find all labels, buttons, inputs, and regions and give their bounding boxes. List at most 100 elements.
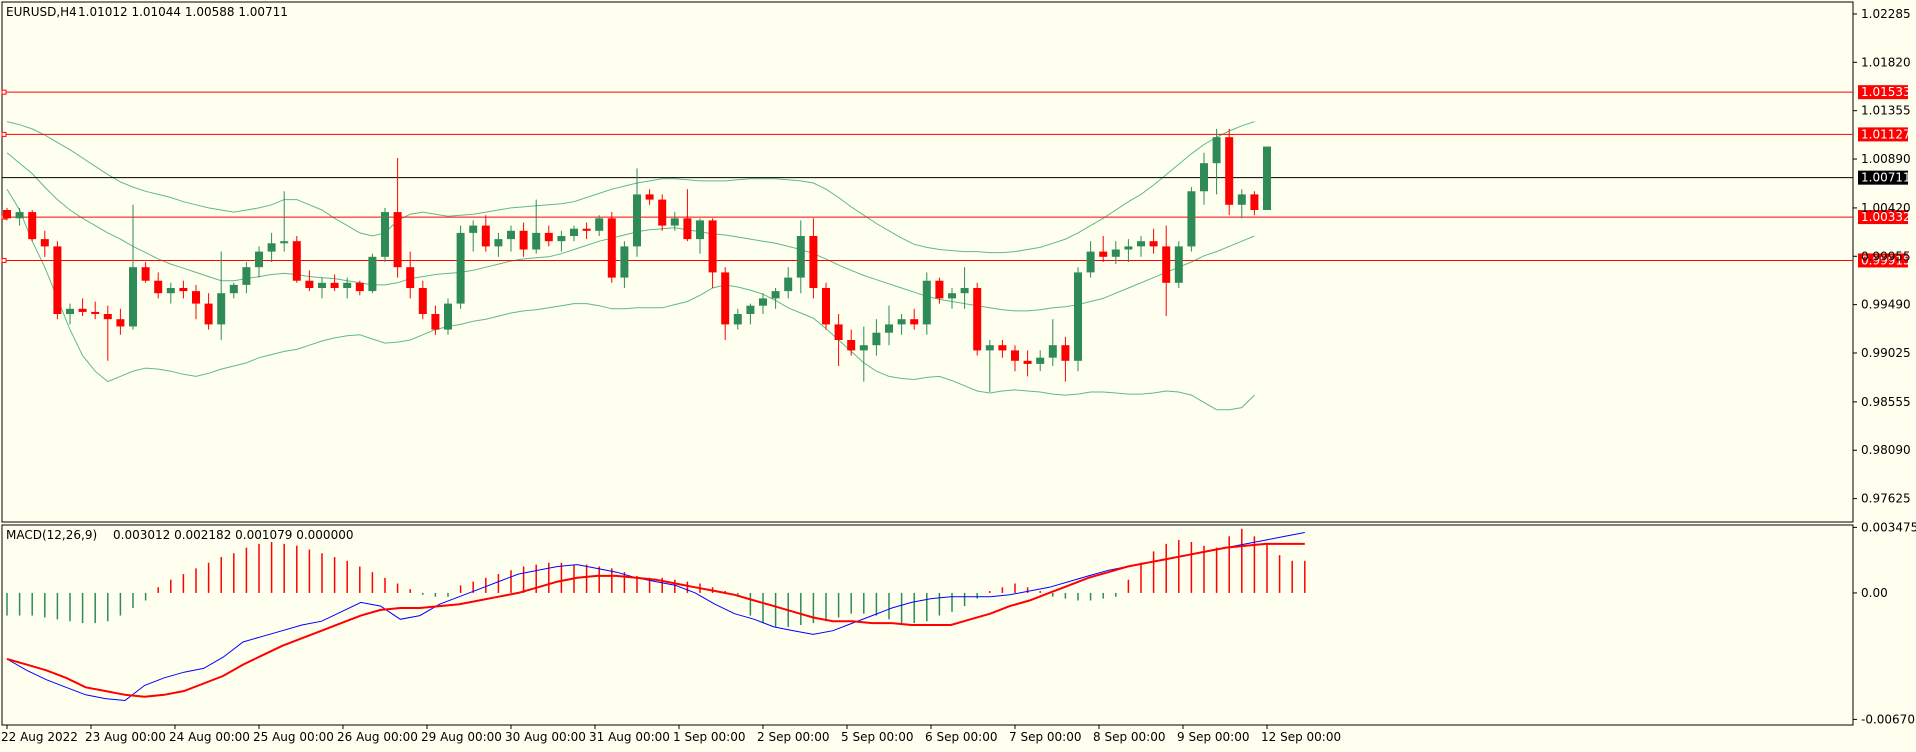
candle-body xyxy=(116,319,125,327)
price-tick-label: 0.98090 xyxy=(1861,443,1911,457)
ohlc-values: 1.01012 1.01044 1.00588 1.00711 xyxy=(78,5,288,19)
level-price-tag xyxy=(1858,210,1908,225)
candle-body xyxy=(771,291,780,299)
macd-tick-label: 0.003475 xyxy=(1861,520,1916,534)
candle-body xyxy=(557,236,566,242)
candle-body xyxy=(1263,146,1271,210)
candle-body xyxy=(834,324,843,340)
candle-body xyxy=(1212,137,1221,164)
candle-body xyxy=(431,314,440,330)
candle-body xyxy=(3,210,11,219)
time-tick-label: 26 Aug 00:00 xyxy=(337,730,418,744)
band-middle-line xyxy=(6,152,1255,312)
level-price-tag xyxy=(1858,85,1908,100)
time-tick-label: 24 Aug 00:00 xyxy=(169,730,250,744)
candle-body xyxy=(192,291,200,304)
candle-body xyxy=(1225,137,1234,205)
candle-body xyxy=(910,319,919,325)
candle-body xyxy=(166,288,175,294)
macd-label: MACD(12,26,9) xyxy=(6,528,97,542)
candle-body xyxy=(885,324,893,333)
horizontal-levels[interactable]: 1.01533 1.01127 1.00332 0.99915 1.00711 xyxy=(1,85,1911,268)
candle-body xyxy=(822,288,830,325)
candle-body xyxy=(40,239,49,247)
candle-body xyxy=(998,345,1007,351)
candle-body xyxy=(355,282,364,292)
time-tick-label: 22 Aug 2022 xyxy=(1,730,78,744)
macd-values: 0.003012 0.002182 0.001079 0.000000 xyxy=(113,528,353,542)
time-tick-label: 29 Aug 00:00 xyxy=(421,730,502,744)
time-tick-label: 12 Sep 00:00 xyxy=(1261,730,1341,744)
candle-body xyxy=(406,267,415,288)
candle-body xyxy=(255,251,263,268)
candle-body xyxy=(872,332,881,346)
candle-body xyxy=(948,293,956,299)
price-tick-label: 0.98555 xyxy=(1861,395,1911,409)
time-tick-label: 23 Aug 00:00 xyxy=(85,730,166,744)
candle-body xyxy=(141,267,150,281)
candle-body xyxy=(897,319,906,325)
time-tick-label: 25 Aug 00:00 xyxy=(253,730,334,744)
time-tick-label: 9 Sep 00:00 xyxy=(1177,730,1249,744)
candle-body xyxy=(1023,360,1032,364)
candle-body xyxy=(960,288,969,294)
level-anchor[interactable] xyxy=(1,89,7,95)
level-anchor[interactable] xyxy=(1,257,7,263)
candle-body xyxy=(1250,194,1259,210)
candle-body xyxy=(708,220,717,273)
candle-body xyxy=(570,228,578,236)
candle-body xyxy=(229,284,238,294)
price-tick-label: 0.99490 xyxy=(1861,298,1911,312)
time-tick-label: 30 Aug 00:00 xyxy=(505,730,586,744)
candle-body xyxy=(91,311,100,314)
candle-body xyxy=(620,246,629,278)
symbol-info: EURUSD,H4 xyxy=(6,5,77,19)
candle-body xyxy=(973,288,982,351)
candle-body xyxy=(494,239,503,247)
candle-body xyxy=(154,280,163,294)
macd-pane-frame xyxy=(1,524,1854,726)
candle-body xyxy=(1187,191,1196,247)
candle-body xyxy=(129,267,137,327)
candle-body xyxy=(66,308,74,314)
macd-tick-label: -0.006703 xyxy=(1861,712,1916,726)
candle-body xyxy=(645,194,654,200)
candle-body xyxy=(759,298,767,306)
candle-body xyxy=(670,218,679,226)
candle-body xyxy=(330,282,339,288)
candle-body xyxy=(1162,246,1171,283)
candle-body xyxy=(418,288,427,314)
time-tick-label: 7 Sep 00:00 xyxy=(1009,730,1081,744)
price-tick-label: 1.02285 xyxy=(1861,7,1911,21)
time-tick-label: 8 Sep 00:00 xyxy=(1093,730,1165,744)
candle-body xyxy=(784,277,793,292)
candle-body xyxy=(1124,246,1133,250)
candle-body xyxy=(217,293,226,325)
candle-body xyxy=(746,305,755,314)
macd-axis: 0.003475 0.00 -0.006703 xyxy=(1853,520,1916,726)
price-tick-label: 1.01355 xyxy=(1861,104,1911,118)
band-upper-line xyxy=(6,121,1255,254)
candle-body xyxy=(696,220,704,240)
candle-body xyxy=(1237,194,1246,205)
candle-body xyxy=(103,314,112,320)
candle-body xyxy=(847,340,856,351)
candle-body xyxy=(1200,163,1208,192)
level-price-tag xyxy=(1858,127,1908,142)
candle-body xyxy=(1011,350,1019,361)
current-price-tag xyxy=(1858,170,1908,185)
macd-indicator xyxy=(6,528,1306,702)
macd-signal-line xyxy=(6,542,1305,698)
candle-body xyxy=(1174,246,1183,283)
candle-body xyxy=(78,308,87,312)
price-tick-label: 0.99955 xyxy=(1861,249,1911,263)
candle-body xyxy=(456,232,465,304)
level-price-tag xyxy=(1858,253,1908,268)
candle-body xyxy=(1061,345,1070,361)
candle-body xyxy=(859,345,868,351)
level-anchor[interactable] xyxy=(1,131,7,137)
candle-body xyxy=(985,345,994,351)
time-tick-label: 1 Sep 00:00 xyxy=(673,730,745,744)
